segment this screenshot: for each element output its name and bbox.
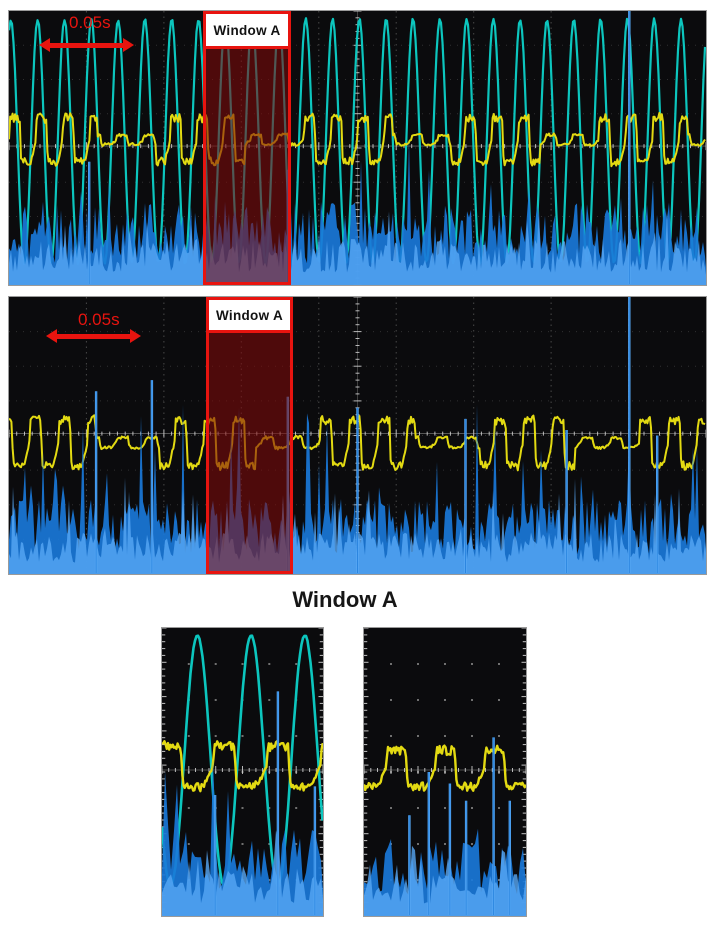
scope-panel-full-view-2: Window A 0.05s xyxy=(8,296,707,575)
window-a-tint-region xyxy=(206,49,288,282)
window-a-label: Window A xyxy=(206,14,288,49)
waveform-svg xyxy=(162,628,323,916)
window-a-highlight: Window A xyxy=(203,11,291,285)
time-scale-label: 0.05s xyxy=(69,13,111,32)
scope-panel-full-view-1: Window A 0.05s xyxy=(8,10,707,286)
scope-panel-window-a-zoom-2 xyxy=(363,627,527,917)
scope-panel-window-a-zoom-1 xyxy=(161,627,324,917)
waveform-svg xyxy=(364,628,526,916)
window-a-title: Window A xyxy=(292,587,398,612)
time-scale-arrow xyxy=(39,38,134,52)
window-a-tint-region xyxy=(209,333,290,571)
waveform-svg xyxy=(9,297,706,574)
window-a-highlight: Window A xyxy=(206,297,293,574)
waveform-svg xyxy=(9,11,706,285)
time-scale-label: 0.05s xyxy=(78,310,120,329)
time-scale-arrow xyxy=(46,329,141,343)
window-a-label: Window A xyxy=(209,300,290,333)
